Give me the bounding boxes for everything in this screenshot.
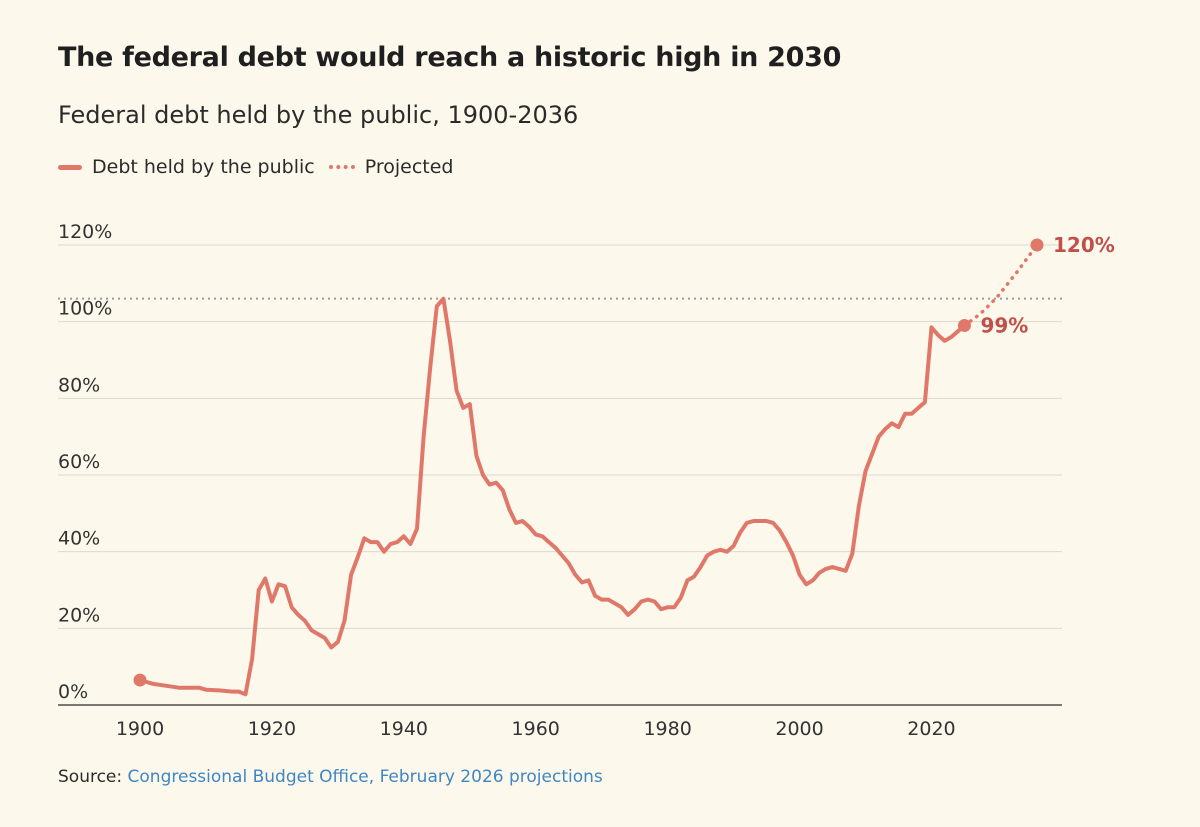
x-tick-label: 1920 <box>248 718 296 740</box>
actual-series-line <box>138 296 967 697</box>
source-link[interactable]: Congressional Budget Office, February 20… <box>127 767 603 787</box>
y-tick-label: 0% <box>58 681 88 703</box>
y-tick-label: 100% <box>58 298 112 320</box>
x-tick-label: 1980 <box>643 718 691 740</box>
data-point-marker <box>1030 238 1044 252</box>
projected-series-line <box>962 243 1039 328</box>
data-point-marker <box>133 673 147 687</box>
marker-layer: 99% 120% <box>133 233 1115 687</box>
x-axis-labels: 1900 1920 1940 1960 1980 2000 2020 <box>116 718 956 740</box>
series-layer <box>138 243 1039 697</box>
chart-title: The federal debt would reach a historic … <box>58 42 842 73</box>
y-tick-label: 120% <box>58 221 112 243</box>
x-tick-label: 2020 <box>907 718 955 740</box>
x-tick-label: 1940 <box>380 718 428 740</box>
y-tick-label: 60% <box>58 451 100 473</box>
data-point-marker <box>957 319 971 332</box>
chart-subtitle: Federal debt held by the public, 1900-20… <box>58 101 579 129</box>
legend-label-projected: Projected <box>364 156 454 178</box>
y-tick-label: 40% <box>58 528 100 550</box>
data-label: 99% <box>980 314 1028 338</box>
grid-layer <box>58 244 1062 706</box>
legend: Debt held by the public Projected <box>58 156 467 178</box>
data-label: 120% <box>1053 233 1115 257</box>
legend-swatch-dotted <box>328 165 355 169</box>
source-prefix: Source: <box>58 767 123 787</box>
legend-item-actual: Debt held by the public <box>58 156 315 178</box>
legend-item-projected: Projected <box>328 156 454 178</box>
legend-label-actual: Debt held by the public <box>92 156 315 178</box>
x-tick-label: 1960 <box>512 718 560 740</box>
y-tick-label: 80% <box>58 374 100 396</box>
x-tick-label: 1900 <box>116 718 164 740</box>
legend-swatch-solid <box>58 164 82 170</box>
y-tick-label: 20% <box>58 604 100 626</box>
x-tick-label: 2000 <box>775 718 823 740</box>
source-note: Source: Congressional Budget Office, Feb… <box>58 767 603 787</box>
y-axis-labels: 0% 20% 40% 60% 80% 100% 120% <box>58 221 112 703</box>
